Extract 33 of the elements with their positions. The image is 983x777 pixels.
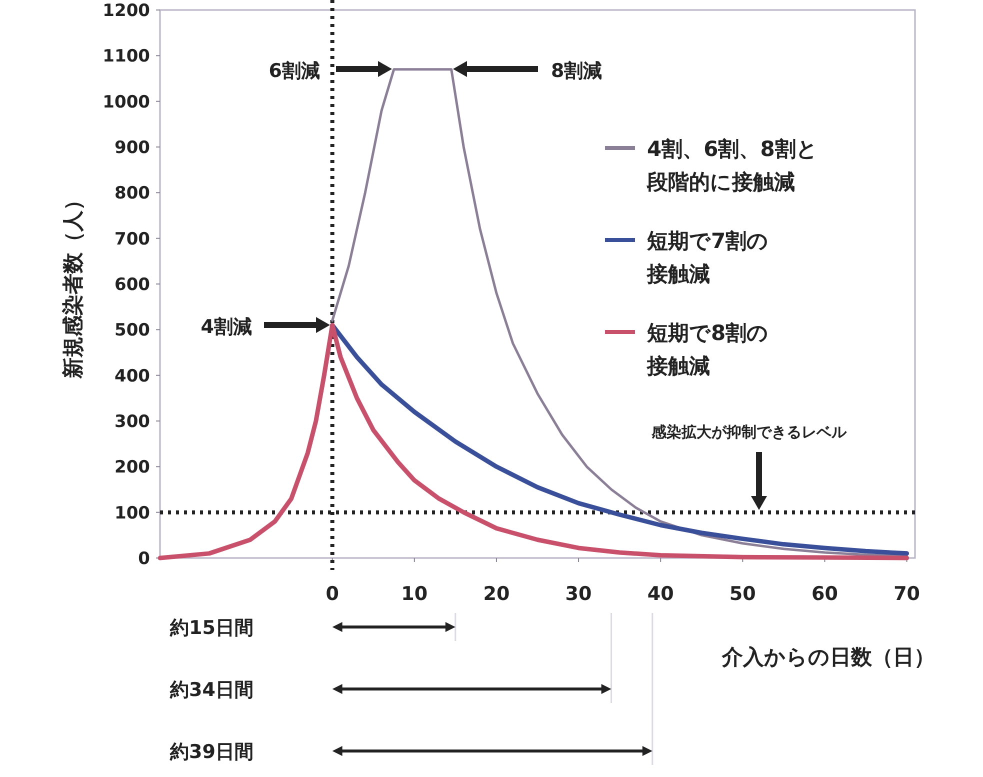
annotation: 4割減 [200,316,252,338]
text: 約39日間 [169,741,254,763]
annotation: 6割減 [268,60,320,82]
y-tick-label: 900 [114,138,150,158]
y-tick-label: 400 [114,366,150,386]
legend-label: 4割、6割、8割と段階的に接触減 [646,137,818,194]
legend-label: 短期で7割の接触減 [646,229,769,286]
y-tick-label: 0 [138,549,150,569]
x-tick-label: 20 [483,583,510,605]
legend-label: 短期で8割の接触減 [646,321,769,378]
y-tick-label: 200 [114,458,150,478]
text: 約15日間 [169,617,254,639]
y-tick-label: 500 [114,320,150,341]
x-tick-label: 10 [401,583,428,605]
y-tick-label: 1000 [102,92,150,112]
y-tick-label: 1100 [102,46,150,67]
x-axis-title: 介入からの日数（日） [721,645,935,669]
x-tick-label: 60 [812,583,838,605]
y-axis-title: 新規感染者数（人） [61,190,85,380]
y-tick-label: 300 [114,412,150,432]
x-tick-label: 0 [326,583,339,605]
annotation: 8割減 [551,60,602,82]
y-tick-label: 800 [114,184,150,204]
y-tick-label: 600 [114,275,150,295]
y-tick-label: 100 [114,503,150,524]
x-tick-label: 50 [729,583,756,605]
x-tick-label: 30 [565,583,592,605]
y-tick-label: 1200 [102,1,150,21]
x-tick-label: 70 [894,583,920,605]
text: 約34日間 [169,679,254,701]
x-tick-label: 40 [647,583,674,605]
annotation: 感染拡大が抑制できるレベル [650,423,848,441]
y-tick-label: 700 [114,229,150,250]
